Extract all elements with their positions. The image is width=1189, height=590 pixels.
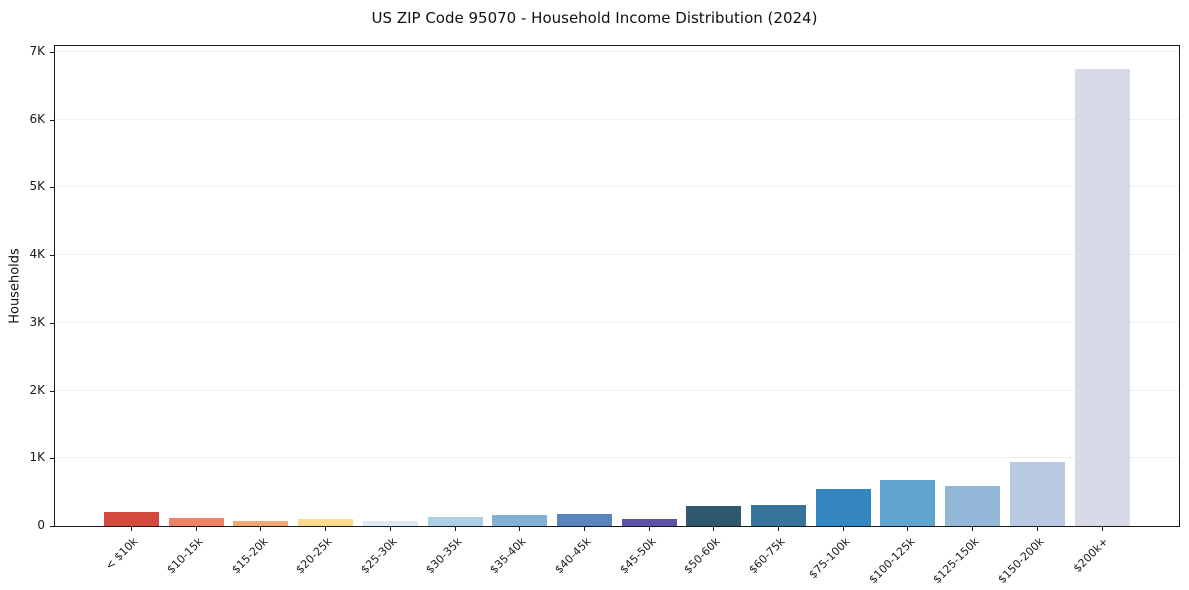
x-tick-label: $150-200k — [995, 535, 1047, 587]
gridline — [55, 51, 1179, 52]
y-tick-label: 0 — [37, 518, 45, 532]
x-tick-mark — [260, 527, 262, 531]
y-tick-label: 4K — [29, 247, 45, 262]
x-tick-mark — [648, 527, 650, 531]
x-tick-label: $200k+ — [1071, 535, 1112, 576]
x-tick-mark — [1036, 527, 1038, 531]
bar — [945, 486, 1001, 526]
bar — [556, 513, 612, 526]
bar — [1074, 68, 1130, 526]
x-tick-label: $40-45k — [552, 535, 594, 577]
x-tick-mark — [389, 527, 391, 531]
y-tick-mark — [50, 187, 54, 189]
x-tick-label: $75-100k — [806, 535, 853, 582]
bar — [492, 514, 548, 526]
y-tick-mark — [50, 255, 54, 257]
x-axis: < $10k $10-15k $15-20k $20-25k $25-30k $30-35… — [55, 527, 1179, 589]
y-axis: 0 1K 2K 3K 4K 5K 6K 7K — [0, 44, 54, 532]
y-tick-label: 1K — [29, 450, 45, 465]
y-tick-mark — [50, 390, 54, 392]
y-tick-label: 5K — [29, 179, 45, 194]
chart-title: US ZIP Code 95070 - Household Income Dis… — [371, 9, 818, 27]
bar — [621, 518, 677, 526]
y-tick-mark — [50, 52, 54, 53]
bar — [362, 520, 418, 526]
x-tick-label: $10-15k — [164, 535, 206, 577]
x-tick-mark — [842, 527, 844, 531]
x-tick-mark — [454, 527, 456, 531]
gridline — [55, 321, 1179, 323]
y-tick-mark — [50, 526, 54, 527]
gridline — [55, 118, 1179, 120]
x-tick-label: $25-30k — [358, 535, 400, 577]
x-tick-mark — [519, 527, 521, 531]
bar — [686, 506, 742, 526]
x-tick-label: $60-75k — [746, 535, 788, 577]
bar — [751, 504, 806, 526]
x-tick-mark — [1101, 527, 1103, 531]
gridline — [55, 389, 1179, 391]
x-tick-mark — [325, 527, 327, 531]
gridline — [55, 254, 1179, 256]
y-tick-label: 6K — [29, 111, 45, 126]
x-tick-mark — [907, 527, 909, 531]
bar — [168, 517, 224, 526]
y-tick-label: 7K — [29, 44, 45, 58]
bar — [1009, 462, 1065, 526]
x-tick-label: $35-40k — [487, 535, 529, 577]
bar — [233, 521, 289, 526]
y-tick-mark — [50, 458, 54, 460]
gridline — [55, 457, 1179, 459]
x-tick-mark — [778, 527, 779, 531]
bar — [815, 488, 871, 526]
x-tick-label: $100-125k — [865, 535, 918, 587]
x-tick-mark — [972, 527, 974, 531]
bar — [427, 517, 483, 526]
x-tick-mark — [583, 527, 585, 531]
y-tick-label: 2K — [29, 382, 45, 397]
bar — [880, 480, 936, 526]
x-tick-label: $15-20k — [228, 535, 271, 577]
y-tick-label: 3K — [29, 314, 45, 329]
plot-area — [54, 45, 1180, 527]
y-tick-mark — [50, 322, 54, 324]
bar — [104, 511, 159, 526]
x-tick-label: $30-35k — [422, 535, 465, 577]
x-tick-label: $45-50k — [617, 535, 659, 577]
x-tick-label: $20-25k — [293, 535, 335, 577]
bar — [298, 519, 354, 526]
x-tick-mark — [195, 527, 197, 531]
x-tick-label: < $10k — [103, 535, 141, 573]
x-tick-label: $125-150k — [930, 535, 982, 587]
gridline — [55, 186, 1179, 188]
x-tick-mark — [713, 527, 715, 531]
y-tick-mark — [50, 119, 54, 121]
x-tick-label: $50-60k — [681, 535, 724, 577]
x-tick-mark — [131, 527, 132, 531]
